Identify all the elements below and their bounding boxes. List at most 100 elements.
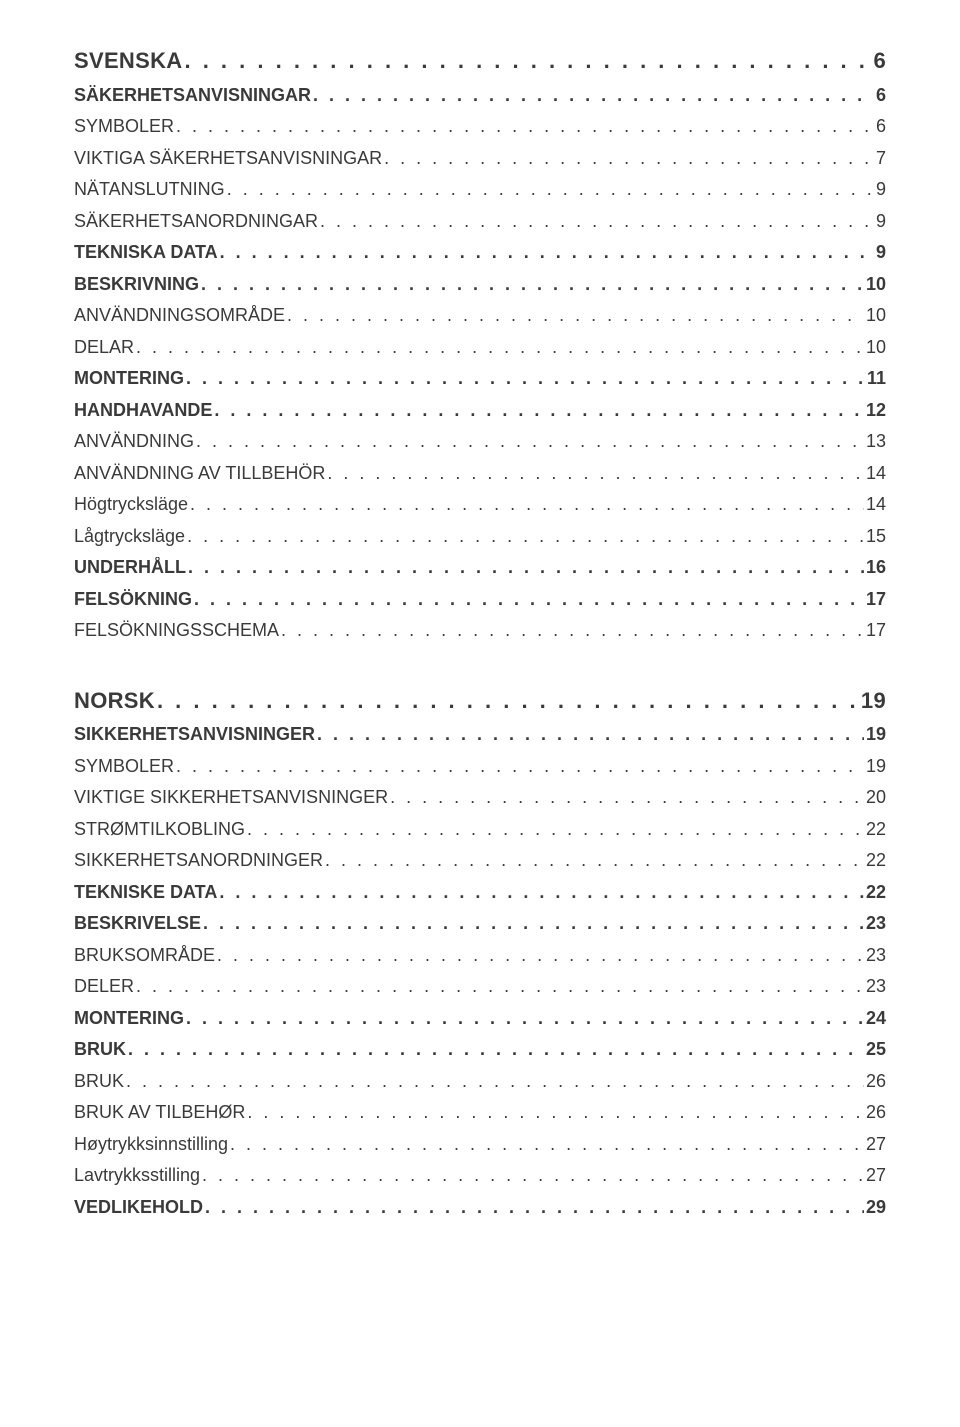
toc-dot-leader xyxy=(196,431,864,452)
toc-entry: TEKNISKA DATA 9 xyxy=(74,242,886,263)
toc-dot-leader xyxy=(287,305,864,326)
toc-entry-label: ANVÄNDNING xyxy=(74,431,194,452)
toc-entry-label: DELAR xyxy=(74,337,134,358)
toc-entry: HANDHAVANDE12 xyxy=(74,400,886,421)
toc-entry-label: MONTERING xyxy=(74,368,184,389)
toc-entry-label: ANVÄNDNINGSOMRÅDE xyxy=(74,305,285,326)
toc-dot-leader xyxy=(187,526,864,547)
toc-entry-page: 16 xyxy=(866,557,886,578)
toc-entry-page: 17 xyxy=(866,589,886,610)
toc-entry-page: 10 xyxy=(866,274,886,295)
toc-entry-page: 10 xyxy=(866,337,886,358)
toc-entry: SIKKERHETSANVISNINGER19 xyxy=(74,724,886,745)
toc-entry-label: BRUKSOMRÅDE xyxy=(74,945,215,966)
toc-dot-leader xyxy=(202,1165,864,1186)
toc-entry: MONTERING 24 xyxy=(74,1008,886,1029)
toc-entry: Høytrykksinnstilling 27 xyxy=(74,1134,886,1155)
toc-entry-label: TEKNISKA DATA xyxy=(74,242,218,263)
toc-entry-page: 22 xyxy=(866,819,886,840)
toc-dot-leader xyxy=(220,242,874,263)
toc-entry-page: 14 xyxy=(866,494,886,515)
toc-entry: FELSÖKNINGSSCHEMA17 xyxy=(74,620,886,641)
toc-entry-label: Högtrycksläge xyxy=(74,494,188,515)
toc-entry-page: 12 xyxy=(866,400,886,421)
toc-entry-page: 26 xyxy=(866,1071,886,1092)
toc-entry-page: 29 xyxy=(866,1197,886,1218)
toc-entry-page: 26 xyxy=(866,1102,886,1123)
toc-entry: Lågtrycksläge15 xyxy=(74,526,886,547)
toc-dot-leader xyxy=(205,1197,864,1218)
toc-entry-label: NORSK xyxy=(74,688,155,714)
toc-dot-leader xyxy=(194,589,864,610)
toc-entry-label: VEDLIKEHOLD xyxy=(74,1197,203,1218)
toc-entry-label: Høytrykksinnstilling xyxy=(74,1134,228,1155)
toc-entry-label: DELER xyxy=(74,976,134,997)
toc-entry-page: 22 xyxy=(866,850,886,871)
toc-dot-leader xyxy=(281,620,864,641)
toc-entry-label: Lågtrycksläge xyxy=(74,526,185,547)
toc-entry-label: MONTERING xyxy=(74,1008,184,1029)
toc-entry-label: VIKTIGA SÄKERHETSANVISNINGAR xyxy=(74,148,382,169)
toc-entry: NORSK19 xyxy=(74,688,886,714)
toc-entry: SÄKERHETSANVISNINGAR6 xyxy=(74,85,886,106)
toc-dot-leader xyxy=(227,179,874,200)
toc-dot-leader xyxy=(217,945,864,966)
toc-dot-leader xyxy=(190,494,864,515)
toc-entry: VIKTIGA SÄKERHETSANVISNINGAR 7 xyxy=(74,148,886,169)
toc-entry-label: UNDERHÅLL xyxy=(74,557,186,578)
toc-entry-page: 22 xyxy=(866,882,886,903)
toc-dot-leader xyxy=(126,1071,864,1092)
toc-entry-label: SVENSKA xyxy=(74,48,182,74)
toc-entry: FELSÖKNING17 xyxy=(74,589,886,610)
toc-entry-page: 23 xyxy=(866,945,886,966)
toc-entry-page: 11 xyxy=(867,368,886,389)
toc-entry-page: 6 xyxy=(876,116,886,137)
toc-entry: ANVÄNDNING13 xyxy=(74,431,886,452)
toc-entry: BRUKSOMRÅDE 23 xyxy=(74,945,886,966)
toc-entry-label: BRUK xyxy=(74,1039,126,1060)
toc-entry-label: BRUK xyxy=(74,1071,124,1092)
toc-entry-page: 19 xyxy=(866,724,886,745)
toc-dot-leader xyxy=(201,274,864,295)
section-gap xyxy=(74,652,886,688)
toc-entry: SVENSKA6 xyxy=(74,48,886,74)
toc-entry-page: 27 xyxy=(866,1134,886,1155)
toc-entry-page: 9 xyxy=(876,211,886,232)
toc-entry-label: VIKTIGE SIKKERHETSANVISNINGER xyxy=(74,787,388,808)
toc-dot-leader xyxy=(188,557,864,578)
toc-entry: NÄTANSLUTNING9 xyxy=(74,179,886,200)
toc-entry-label: NÄTANSLUTNING xyxy=(74,179,225,200)
toc-entry-page: 27 xyxy=(866,1165,886,1186)
toc-entry-label: BESKRIVELSE xyxy=(74,913,201,934)
toc-entry-label: SÄKERHETSANVISNINGAR xyxy=(74,85,311,106)
toc-entry: Lavtrykksstilling27 xyxy=(74,1165,886,1186)
toc-entry-label: SIKKERHETSANORDNINGER xyxy=(74,850,323,871)
toc-entry-label: SYMBOLER xyxy=(74,756,174,777)
toc-dot-leader xyxy=(327,463,864,484)
toc-entry: STRØMTILKOBLING22 xyxy=(74,819,886,840)
toc-entry-page: 9 xyxy=(876,242,886,263)
toc-entry-page: 24 xyxy=(866,1008,886,1029)
toc-dot-leader xyxy=(157,688,859,714)
toc-dot-leader xyxy=(390,787,864,808)
toc-entry: MONTERING 11 xyxy=(74,368,886,389)
toc-entry-page: 25 xyxy=(866,1039,886,1060)
toc-entry-label: SÄKERHETSANORDNINGAR xyxy=(74,211,318,232)
toc-dot-leader xyxy=(136,337,864,358)
toc-entry: ANVÄNDNING AV TILLBEHÖR14 xyxy=(74,463,886,484)
toc-entry: BESKRIVELSE23 xyxy=(74,913,886,934)
toc-entry-label: ANVÄNDNING AV TILLBEHÖR xyxy=(74,463,325,484)
toc-dot-leader xyxy=(214,400,864,421)
toc-dot-leader xyxy=(186,368,865,389)
toc-entry: BRUK 25 xyxy=(74,1039,886,1060)
toc-entry-page: 7 xyxy=(876,148,886,169)
toc-entry: SÄKERHETSANORDNINGAR 9 xyxy=(74,211,886,232)
toc-dot-leader xyxy=(176,756,864,777)
toc-entry: DELER23 xyxy=(74,976,886,997)
toc-entry-label: BRUK AV TILBEHØR xyxy=(74,1102,245,1123)
toc-entry: BRUK AV TILBEHØR 26 xyxy=(74,1102,886,1123)
toc-entry: Högtrycksläge 14 xyxy=(74,494,886,515)
toc-dot-leader xyxy=(320,211,874,232)
toc-dot-leader xyxy=(230,1134,864,1155)
toc-dot-leader xyxy=(247,1102,864,1123)
